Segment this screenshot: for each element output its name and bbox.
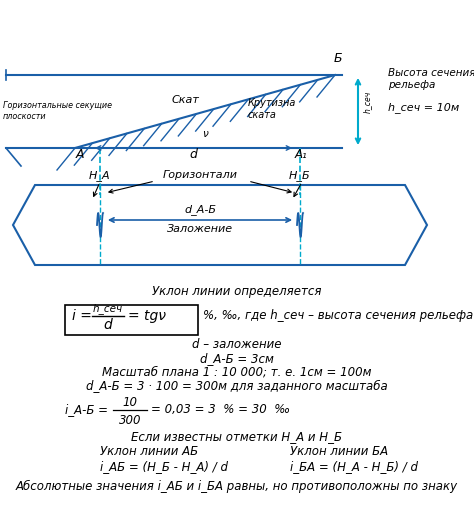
Text: Масштаб плана 1 : 10 000; т. е. 1см = 100м: Масштаб плана 1 : 10 000; т. е. 1см = 10… — [102, 366, 372, 379]
Text: i_БА = (Н_А - Н_Б) / d: i_БА = (Н_А - Н_Б) / d — [290, 460, 418, 473]
Text: Н_Б: Н_Б — [289, 170, 311, 181]
Text: d_А-Б = 3 · 100 = 300м для заданного масштаба: d_А-Б = 3 · 100 = 300м для заданного мас… — [86, 380, 388, 393]
Text: d_А-Б = 3см: d_А-Б = 3см — [200, 352, 274, 365]
Text: i_А-Б =: i_А-Б = — [65, 404, 108, 416]
Text: Н_А: Н_А — [89, 170, 111, 181]
Text: h_сеч: h_сеч — [363, 91, 372, 113]
Text: h_сеч: h_сеч — [93, 304, 123, 314]
Text: А₁: А₁ — [295, 148, 308, 161]
Text: А: А — [76, 148, 84, 161]
Text: Уклон линии АБ: Уклон линии АБ — [100, 445, 198, 458]
Text: 10: 10 — [122, 397, 137, 409]
Text: Горизонтали: Горизонтали — [163, 170, 237, 180]
Text: i_АБ = (Н_Б - Н_А) / d: i_АБ = (Н_Б - Н_А) / d — [100, 460, 228, 473]
Text: = tgν: = tgν — [128, 309, 166, 323]
Text: Заложение: Заложение — [167, 224, 233, 234]
Text: = 0,03 = 3  % = 30  ‰: = 0,03 = 3 % = 30 ‰ — [151, 404, 290, 416]
Text: h_сеч = 10м: h_сеч = 10м — [388, 102, 459, 113]
Text: Б: Б — [334, 52, 342, 65]
Text: d_А-Б: d_А-Б — [184, 204, 216, 215]
Text: Горизонтальные секущие
плоскости: Горизонтальные секущие плоскости — [3, 101, 112, 121]
Text: Скат: Скат — [171, 95, 199, 105]
Text: 300: 300 — [119, 414, 141, 426]
Text: Абсолютные значения i_АБ и i_БА равны, но противоположны по знаку: Абсолютные значения i_АБ и i_БА равны, н… — [16, 480, 458, 493]
Text: Уклон линии БА: Уклон линии БА — [290, 445, 388, 458]
Text: d: d — [104, 318, 112, 332]
Text: d: d — [189, 148, 197, 161]
Bar — [65, 305, 198, 335]
Text: ν: ν — [202, 129, 208, 139]
Text: Уклон линии определяется: Уклон линии определяется — [152, 285, 322, 298]
Text: i =: i = — [72, 309, 92, 323]
Text: d – заложение: d – заложение — [192, 338, 282, 351]
Text: Крутизна
ската: Крутизна ската — [248, 98, 296, 120]
Text: %, ‰, где h_сеч – высота сечения рельефа: %, ‰, где h_сеч – высота сечения рельефа — [203, 309, 473, 323]
Text: Высота сечения
рельефа: Высота сечения рельефа — [388, 68, 474, 89]
Text: Если известны отметки Н_А и Н_Б: Если известны отметки Н_А и Н_Б — [131, 430, 343, 443]
